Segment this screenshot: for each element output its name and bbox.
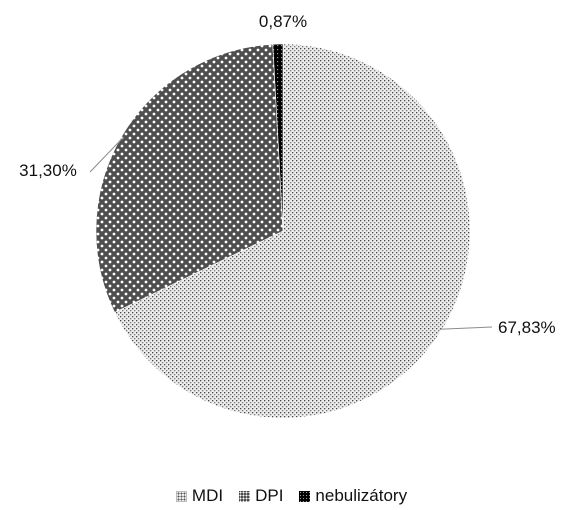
pie-slice-mdi [114, 43, 471, 419]
data-labels: 67,83% 31,30% 0,87% [19, 12, 556, 337]
legend-swatch-dpi [239, 490, 251, 502]
pie-slice-dpi [95, 43, 284, 313]
legend: MDI DPI nebulizátory [0, 484, 583, 508]
legend-swatch-nebulizatory [299, 490, 311, 502]
data-label-nebuliz-tory: 0,87% [259, 12, 307, 31]
leader-line-dpi [89, 136, 125, 173]
legend-label-mdi: MDI [191, 486, 224, 505]
legend-label-dpi: DPI [255, 486, 284, 505]
legend-swatch-mdi [175, 490, 187, 502]
leader-line-mdi [439, 326, 493, 330]
data-label-mdi: 67,83% [498, 318, 556, 337]
pie-slice-nebuliz-tory [272, 43, 284, 232]
legend-item-nebulizatory: nebulizátory [299, 486, 407, 506]
legend-item-mdi: MDI [175, 486, 224, 506]
leader-lines [89, 136, 493, 330]
data-label-dpi: 31,30% [19, 161, 77, 180]
legend-item-dpi: DPI [239, 486, 283, 506]
legend-label-nebulizatory: nebulizátory [315, 486, 408, 505]
pie-slices [95, 43, 471, 419]
